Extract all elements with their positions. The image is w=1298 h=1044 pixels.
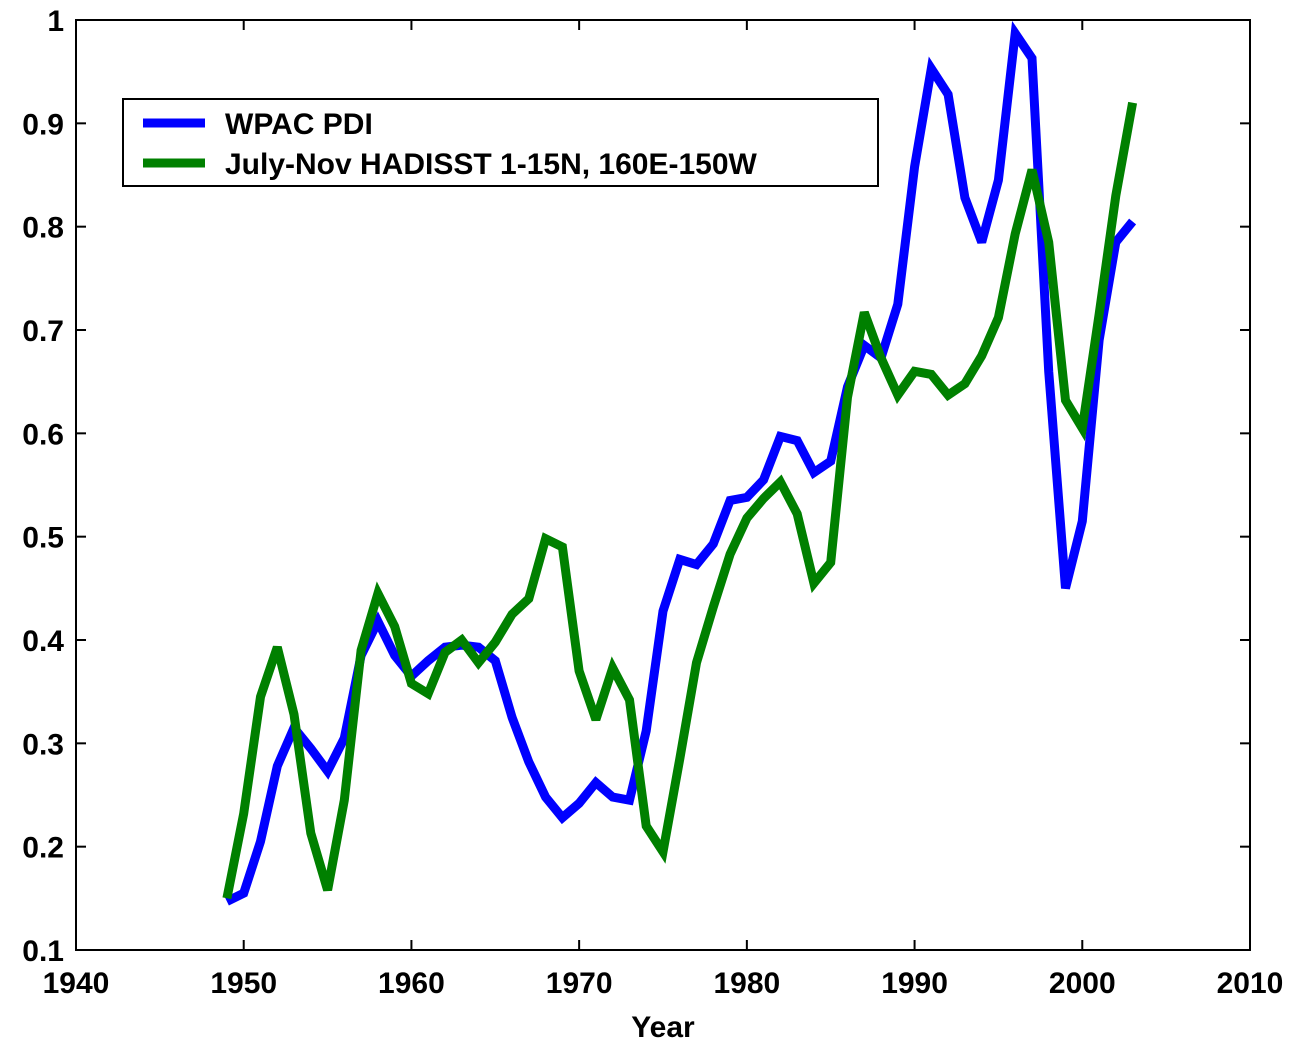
y-tick-label: 0.7	[22, 315, 64, 348]
series-line-2	[222, 101, 1138, 900]
y-tick-label: 0.5	[22, 522, 64, 555]
x-tick-label: 2000	[1049, 967, 1116, 1000]
series-lines	[222, 20, 1138, 906]
y-tick-label: 0.3	[22, 728, 64, 761]
x-axis-label: Year	[631, 1011, 695, 1044]
y-tick-label: 0.9	[22, 108, 64, 141]
x-tick-label: 2010	[1217, 967, 1284, 1000]
legend-label-1: WPAC PDI	[225, 108, 373, 141]
x-tick-label: 1950	[210, 967, 277, 1000]
legend: WPAC PDI July-Nov HADISST 1-15N, 160E-150…	[122, 98, 879, 187]
legend-box	[122, 98, 879, 187]
y-tick-label: 0.1	[22, 935, 64, 968]
y-tick-label: 0.8	[22, 212, 64, 245]
x-tick-label: 1970	[546, 967, 613, 1000]
x-tick-label: 1980	[713, 967, 780, 1000]
y-tick-label: 1	[47, 5, 64, 38]
axis-ticks: 1940 1950 1960 1970 1980 1990 2000 2010 0.1 0.2 0.…	[22, 5, 1283, 1000]
y-tick-label: 0.2	[22, 832, 64, 865]
y-tick-label: 0.4	[22, 625, 64, 658]
x-tick-label: 1940	[43, 967, 110, 1000]
series-line-1	[224, 20, 1137, 906]
y-tick-label: 0.6	[22, 418, 64, 451]
x-tick-label: 1960	[378, 967, 445, 1000]
x-tick-label: 1990	[881, 967, 948, 1000]
legend-label-2: July-Nov HADISST 1-15N, 160E-150W	[225, 148, 758, 181]
